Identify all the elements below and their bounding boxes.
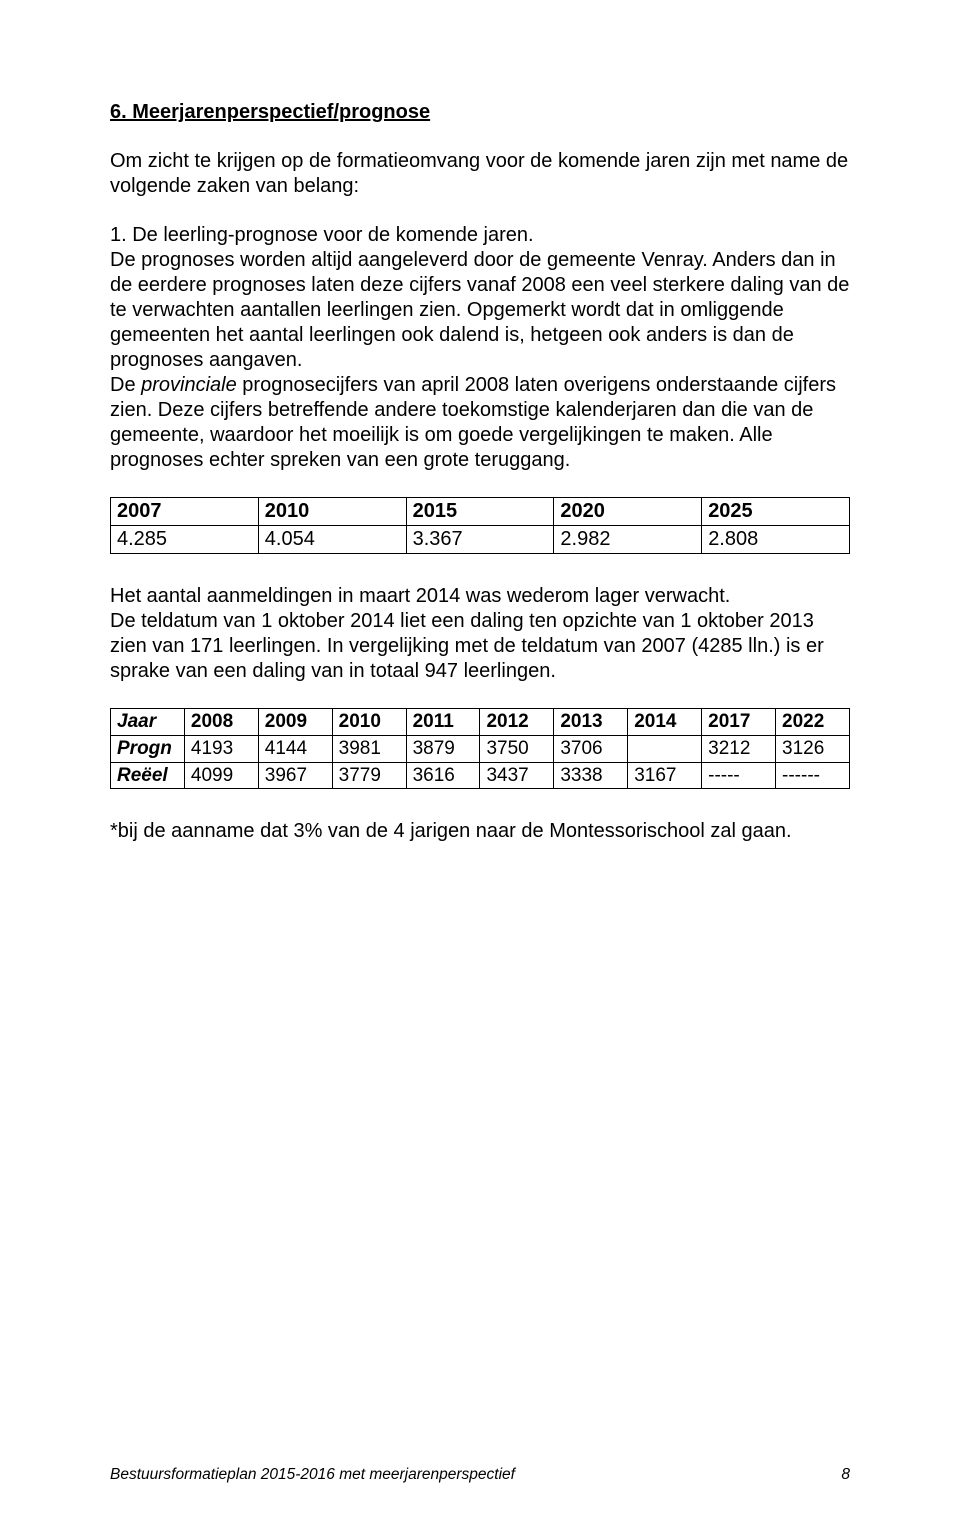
table-row: 2007 2010 2015 2020 2025 xyxy=(111,498,850,526)
table-cell: Progn xyxy=(111,735,185,762)
table-cell: ----- xyxy=(702,762,776,789)
para1-c-prefix: De xyxy=(110,374,141,396)
table-cell: 2013 xyxy=(554,709,628,736)
table-cell: 2011 xyxy=(406,709,480,736)
main-paragraph-2: Het aantal aanmeldingen in maart 2014 wa… xyxy=(110,584,850,684)
para1-c-italic: provinciale xyxy=(141,374,237,396)
table-cell: 3981 xyxy=(332,735,406,762)
para1-line-b: De prognoses worden altijd aangeleverd d… xyxy=(110,249,849,371)
table-cell: Jaar xyxy=(111,709,185,736)
table-cell: 3212 xyxy=(702,735,776,762)
table-cell: 4144 xyxy=(258,735,332,762)
table-cell: 3750 xyxy=(480,735,554,762)
table-row: Reëel 4099 3967 3779 3616 3437 3338 3167… xyxy=(111,762,850,789)
table-cell: 2.982 xyxy=(554,526,702,554)
table-cell: 2020 xyxy=(554,498,702,526)
table-cell: 2025 xyxy=(702,498,850,526)
table-cell: ------ xyxy=(776,762,850,789)
table-cell: 3338 xyxy=(554,762,628,789)
table-cell: 2014 xyxy=(628,709,702,736)
table-cell xyxy=(628,735,702,762)
table-cell: 2012 xyxy=(480,709,554,736)
table-cell: Reëel xyxy=(111,762,185,789)
table-row: Jaar 2008 2009 2010 2011 2012 2013 2014 … xyxy=(111,709,850,736)
table-cell: 4.054 xyxy=(258,526,406,554)
table-cell: 3.367 xyxy=(406,526,554,554)
table-cell: 3706 xyxy=(554,735,628,762)
table-cell: 2017 xyxy=(702,709,776,736)
prognosis-table-2: Jaar 2008 2009 2010 2011 2012 2013 2014 … xyxy=(110,708,850,789)
table-cell: 2015 xyxy=(406,498,554,526)
intro-paragraph: Om zicht te krijgen op de formatieomvang… xyxy=(110,149,850,199)
table-cell: 2010 xyxy=(332,709,406,736)
table-cell: 3967 xyxy=(258,762,332,789)
table-cell: 2007 xyxy=(111,498,259,526)
page-footer: Bestuursformatieplan 2015-2016 met meerj… xyxy=(110,1465,850,1484)
prognosis-table-1: 2007 2010 2015 2020 2025 4.285 4.054 3.3… xyxy=(110,497,850,554)
footer-page-number: 8 xyxy=(841,1465,850,1484)
table-row: 4.285 4.054 3.367 2.982 2.808 xyxy=(111,526,850,554)
footnote: *bij de aanname dat 3% van de 4 jarigen … xyxy=(110,819,850,844)
table-cell: 2008 xyxy=(184,709,258,736)
table-row: Progn 4193 4144 3981 3879 3750 3706 3212… xyxy=(111,735,850,762)
para1-line-a: 1. De leerling-prognose voor de komende … xyxy=(110,224,534,246)
table-cell: 3779 xyxy=(332,762,406,789)
table-cell: 3616 xyxy=(406,762,480,789)
table-cell: 2009 xyxy=(258,709,332,736)
section-heading: 6. Meerjarenperspectief/prognose xyxy=(110,100,850,125)
table-cell: 2.808 xyxy=(702,526,850,554)
table-cell: 2010 xyxy=(258,498,406,526)
table-cell: 2022 xyxy=(776,709,850,736)
table-cell: 4193 xyxy=(184,735,258,762)
table-cell: 3879 xyxy=(406,735,480,762)
footer-left: Bestuursformatieplan 2015-2016 met meerj… xyxy=(110,1465,515,1484)
table-cell: 3167 xyxy=(628,762,702,789)
table-cell: 4.285 xyxy=(111,526,259,554)
table-cell: 3126 xyxy=(776,735,850,762)
table-cell: 4099 xyxy=(184,762,258,789)
table-cell: 3437 xyxy=(480,762,554,789)
main-paragraph-1: 1. De leerling-prognose voor de komende … xyxy=(110,223,850,473)
